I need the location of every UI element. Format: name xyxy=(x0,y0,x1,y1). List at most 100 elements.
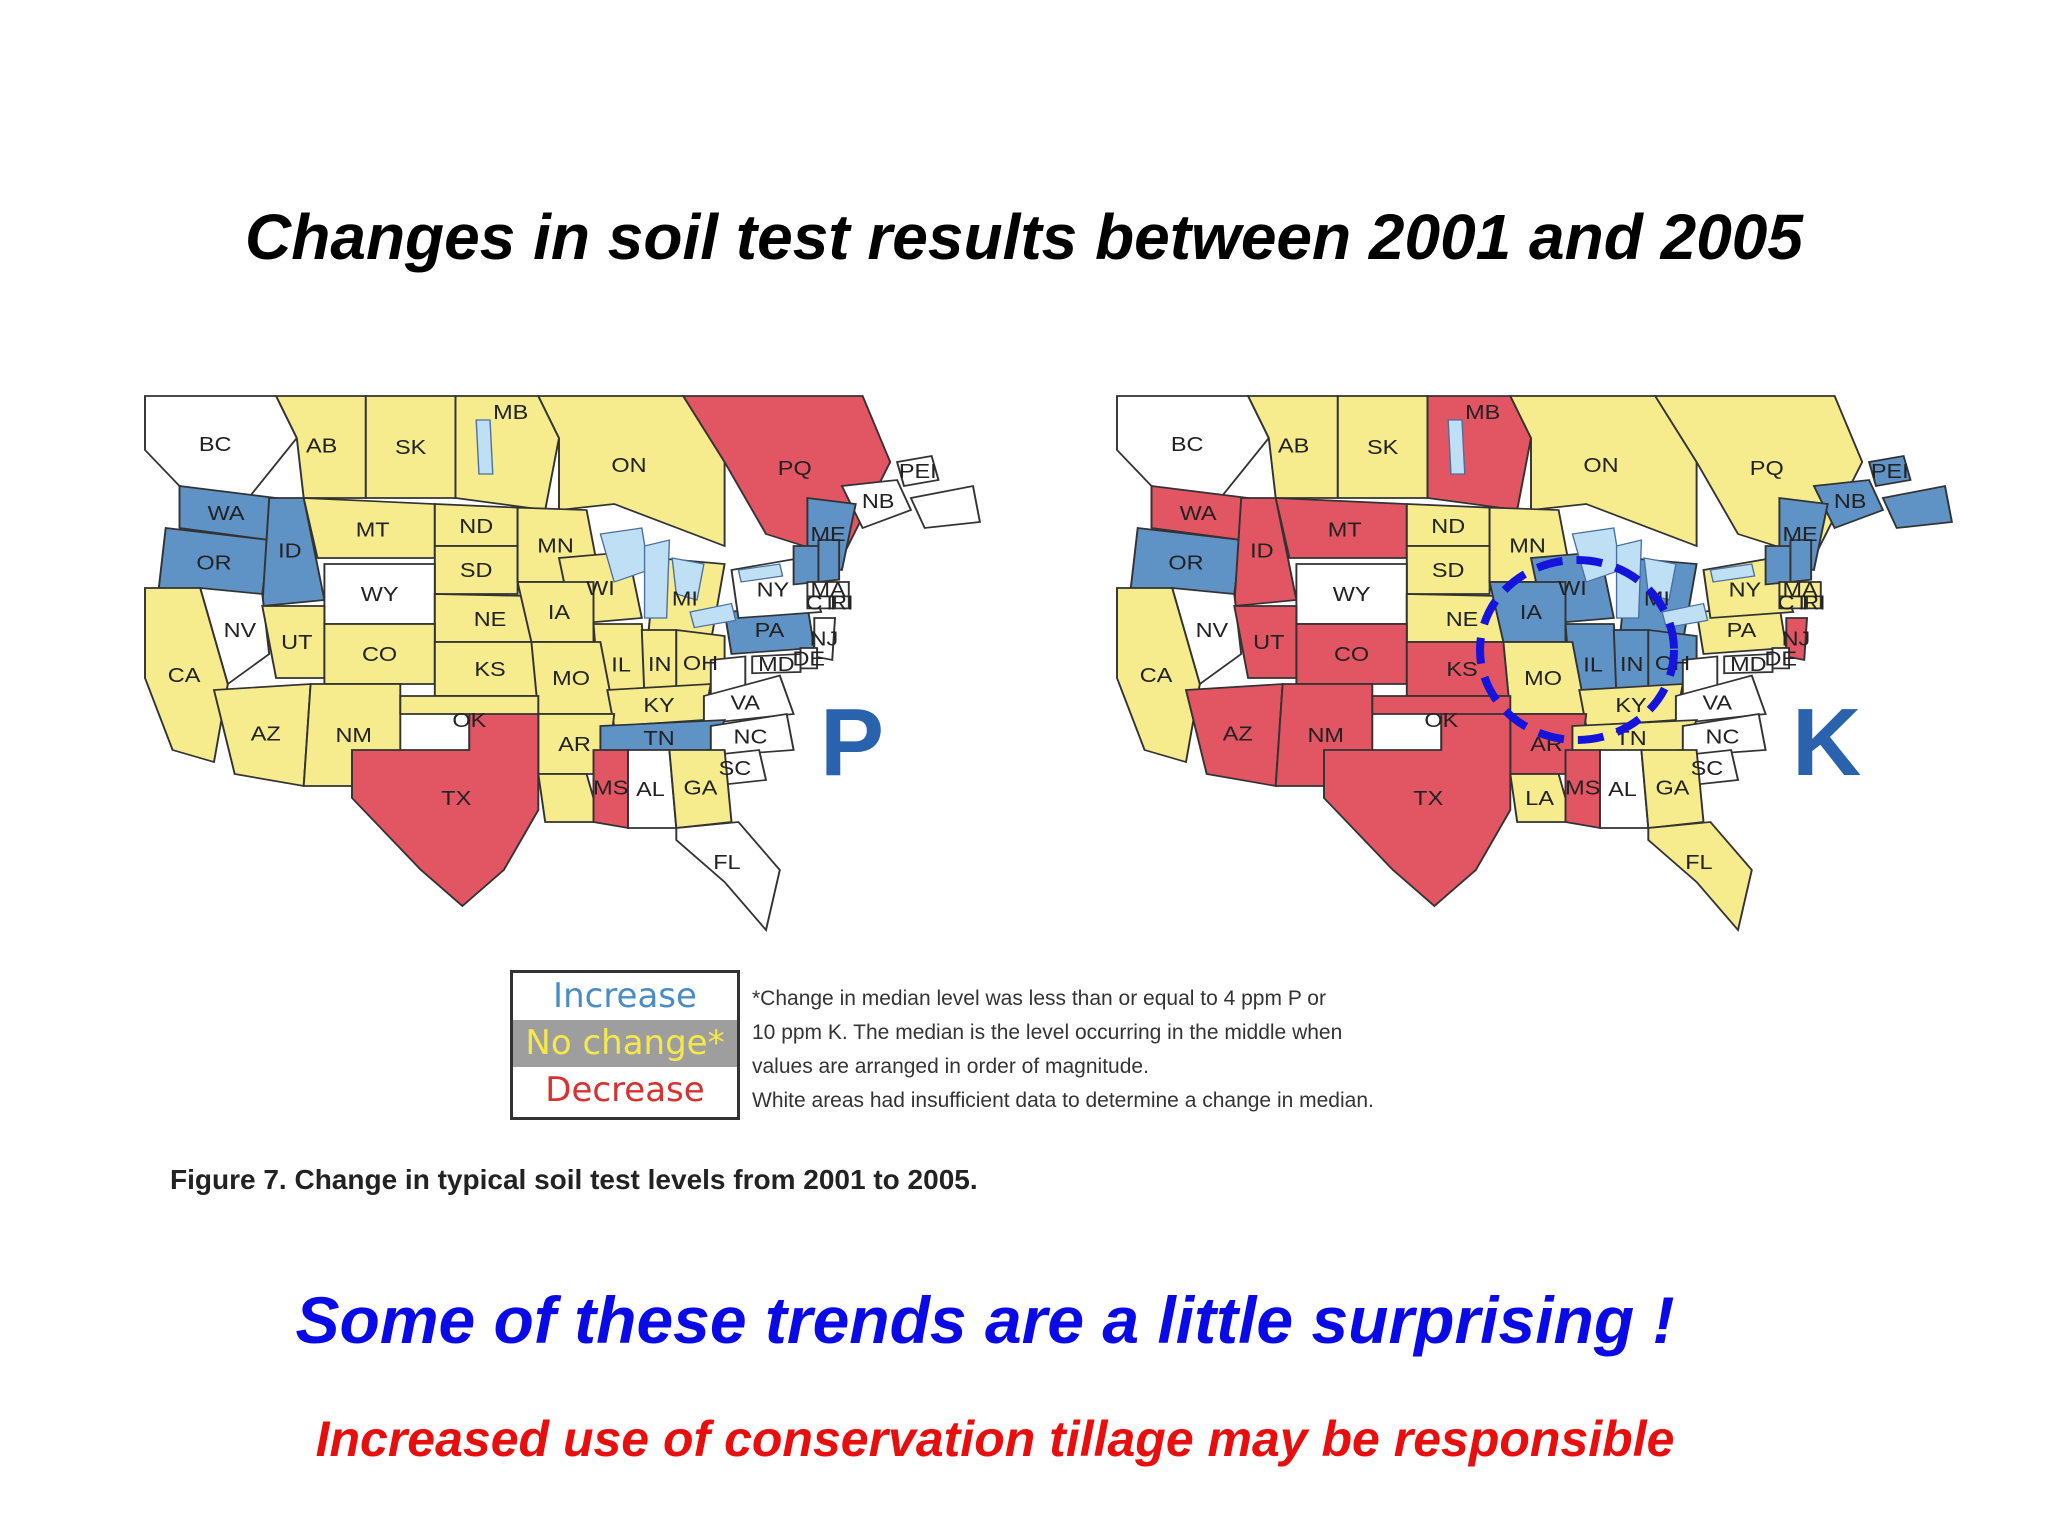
figure-caption: Figure 7. Change in typical soil test le… xyxy=(170,1164,978,1195)
state-md xyxy=(1723,653,1774,675)
state-label-sd: SD xyxy=(460,559,493,582)
state-label-ma: MA xyxy=(1783,578,1819,601)
state-label-nm: NM xyxy=(335,724,371,747)
nutrient-letter: K xyxy=(1792,689,1861,796)
state-label-ny: NY xyxy=(757,578,790,601)
footnote-line: values are arranged in order of magnitud… xyxy=(752,1055,1149,1078)
state-label-mb: MB xyxy=(493,400,528,423)
state-ab xyxy=(274,395,367,499)
state-label-ar: AR xyxy=(558,733,591,756)
state-label-pei: PEI xyxy=(1871,460,1909,483)
state-label-id: ID xyxy=(278,539,301,562)
responsibility-statement: Increased use of conservation tillage ma… xyxy=(315,1411,1675,1467)
state-tx xyxy=(1323,713,1512,908)
state-label-al: AL xyxy=(1608,778,1637,801)
state-label-ma: MA xyxy=(811,578,847,601)
state-label-az: AZ xyxy=(1223,722,1253,745)
lake-shape xyxy=(1709,563,1756,583)
state-label-pa: PA xyxy=(1727,619,1757,642)
state-label-mb: MB xyxy=(1465,400,1500,423)
state-label-nj: NJ xyxy=(810,627,839,650)
state-label-nd: ND xyxy=(459,515,493,538)
state-label-on: ON xyxy=(611,453,646,476)
state-va xyxy=(702,674,795,725)
state-label-az: AZ xyxy=(251,722,281,745)
state-label-nm: NM xyxy=(1307,724,1343,747)
state-label-de: DE xyxy=(1764,647,1797,670)
state-ca xyxy=(144,587,229,764)
state-label-md: MD xyxy=(758,653,794,676)
state-label-nj: NJ xyxy=(1782,627,1811,650)
state-fl xyxy=(675,821,781,933)
state-label-pq: PQ xyxy=(1750,457,1784,480)
state-ri xyxy=(834,595,850,610)
state-label-sc: SC xyxy=(719,757,752,780)
state-label-wi: WI xyxy=(586,577,615,600)
state-ns xyxy=(909,484,982,529)
state-label-ut: UT xyxy=(281,631,312,654)
state-nj xyxy=(1785,617,1809,662)
state-label-il: IL xyxy=(611,653,631,676)
state-label-wa: WA xyxy=(208,502,245,525)
state-label-me: ME xyxy=(1783,523,1818,546)
state-label-ok: OK xyxy=(452,709,486,732)
state-label-mo: MO xyxy=(1524,667,1562,690)
state-label-ca: CA xyxy=(1140,664,1173,687)
state-ri xyxy=(1806,595,1822,610)
state-nc xyxy=(709,713,795,757)
state-label-mt: MT xyxy=(1328,518,1362,541)
state-tx xyxy=(351,713,540,908)
state-label-md: MD xyxy=(1730,653,1766,676)
highlight-circle xyxy=(1476,556,1678,744)
state-label-ct: CT xyxy=(1778,591,1809,614)
state-label-al: AL xyxy=(636,778,665,801)
state-label-sk: SK xyxy=(395,436,427,459)
state-label-wa: WA xyxy=(1180,502,1217,525)
state-label-on: ON xyxy=(1583,453,1618,476)
potassium-map: BC AB SK MB ON PQ WA OR ID MT ND SD MN WI MI WY NE IA IL IN… xyxy=(1112,385,1962,955)
state-label-in: IN xyxy=(1620,653,1643,676)
state-ca xyxy=(1116,587,1201,764)
state-pei xyxy=(1867,455,1912,487)
state-pei xyxy=(895,455,940,487)
state-nb xyxy=(1812,479,1885,530)
phosphorus-map: BC AB SK MB ON PQ WA OR ID MT ND SD MN WI MI WY NE IA IL IN… xyxy=(140,385,990,955)
state-nh xyxy=(1789,539,1813,583)
state-label-ab: AB xyxy=(1278,434,1309,457)
state-ns xyxy=(1881,484,1954,529)
lake-shape xyxy=(671,557,705,601)
state-label-ri: RI xyxy=(830,591,853,614)
legend-decrease: Decrease xyxy=(513,1067,737,1114)
legend: Increase No change* Decrease xyxy=(510,970,740,1120)
state-label-mo: MO xyxy=(552,667,590,690)
state-label-ok: OK xyxy=(1424,709,1458,732)
legend-no-change: No change* xyxy=(513,1020,737,1067)
state-label-ms: MS xyxy=(593,776,628,799)
map-svg: BC AB SK MB ON PQ WA OR ID MT ND SD MN WI MI WY NE IA IL IN… xyxy=(144,395,982,933)
state-label-or: OR xyxy=(1168,551,1203,574)
state-label-ri: RI xyxy=(1802,591,1825,614)
state-label-oh: OH xyxy=(683,652,718,675)
state-label-nd: ND xyxy=(1431,515,1465,538)
state-label-ny: NY xyxy=(1729,578,1762,601)
state-label-fl: FL xyxy=(1685,851,1712,874)
lake-shape xyxy=(689,602,737,629)
state-label-pei: PEI xyxy=(899,460,937,483)
state-label-co: CO xyxy=(362,643,397,666)
state-label-nv: NV xyxy=(224,619,257,642)
state-label-ia: IA xyxy=(1520,601,1543,624)
state-label-bc: BC xyxy=(199,433,232,456)
state-label-la: LA xyxy=(1525,787,1554,810)
state-label-ga: GA xyxy=(1656,776,1690,799)
state-nh xyxy=(817,539,841,583)
state-label-ks: KS xyxy=(474,658,505,681)
state-label-tx: TX xyxy=(441,787,471,810)
state-label-ne: NE xyxy=(474,607,507,630)
state-nj xyxy=(813,617,837,662)
state-label-nc: NC xyxy=(734,725,768,748)
state-label-ca: CA xyxy=(168,664,201,687)
footnote-line: 10 ppm K. The median is the level occurr… xyxy=(752,1021,1343,1044)
state-label-ga: GA xyxy=(684,776,718,799)
state-label-me: ME xyxy=(811,523,846,546)
lake-shape xyxy=(1447,419,1466,475)
